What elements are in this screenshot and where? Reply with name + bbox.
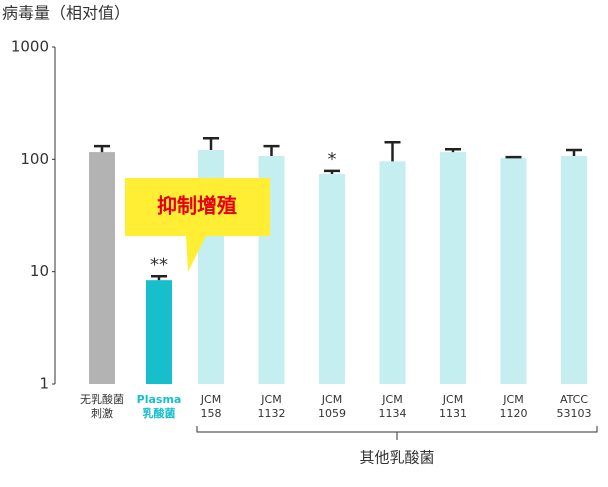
x-tick-label: 158 xyxy=(201,407,222,420)
bar xyxy=(440,152,466,384)
error-bar xyxy=(203,137,219,151)
x-tick-label: JCM xyxy=(321,393,342,406)
x-tick-label: ATCC xyxy=(560,393,588,406)
error-bar xyxy=(324,169,340,175)
x-tick-label: 53103 xyxy=(557,407,592,420)
bar xyxy=(146,280,172,384)
x-tick-label: 刺激 xyxy=(91,406,113,420)
group-label: 其他乳酸菌 xyxy=(359,449,434,467)
bar xyxy=(379,161,406,384)
x-tick-label: JCM xyxy=(200,393,221,406)
bar xyxy=(89,152,115,384)
error-bar xyxy=(384,140,401,162)
group-bracket xyxy=(196,426,598,440)
bar xyxy=(319,174,345,384)
y-tick-label: 10 xyxy=(30,262,49,280)
error-bar xyxy=(151,275,167,281)
x-tick-label: 1131 xyxy=(439,407,467,420)
bar xyxy=(561,156,587,384)
x-tick-label: 无乳酸菌 xyxy=(80,392,124,406)
y-axis-label: 病毒量（相对值） xyxy=(2,4,130,23)
significance-mark: * xyxy=(328,149,337,170)
x-tick-label: 1120 xyxy=(500,407,528,420)
x-tick-label: 1059 xyxy=(318,407,346,420)
error-bar xyxy=(566,148,582,157)
x-tick-label: 1134 xyxy=(379,407,407,420)
y-tick-label: 100 xyxy=(20,150,49,168)
significance-mark: ** xyxy=(150,254,168,275)
x-tick-label: 1132 xyxy=(258,407,286,420)
error-bar xyxy=(263,144,280,157)
callout-box xyxy=(125,178,270,272)
callout-text: 抑制增殖 xyxy=(157,194,237,218)
y-tick-label: 1 xyxy=(39,375,49,393)
error-bar xyxy=(94,144,110,153)
error-bar xyxy=(505,155,522,159)
y-tick-label: 1000 xyxy=(11,38,49,56)
x-tick-label: 乳酸菌 xyxy=(143,406,176,420)
x-tick-label: JCM xyxy=(502,393,523,406)
x-tick-label: JCM xyxy=(260,393,281,406)
error-bar xyxy=(445,147,461,153)
x-tick-label: JCM xyxy=(381,393,402,406)
bar xyxy=(500,158,527,384)
x-tick-label: JCM xyxy=(442,393,463,406)
x-tick-label: Plasma xyxy=(137,393,182,406)
